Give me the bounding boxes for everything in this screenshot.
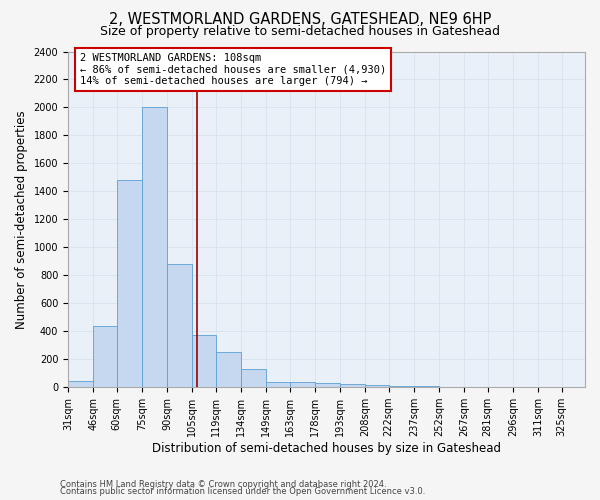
Bar (315, 383, 340, 387)
Text: Contains HM Land Registry data © Crown copyright and database right 2024.: Contains HM Land Registry data © Crown c… (60, 480, 386, 489)
Text: Size of property relative to semi-detached houses in Gateshead: Size of property relative to semi-detach… (100, 25, 500, 38)
Y-axis label: Number of semi-detached properties: Number of semi-detached properties (15, 110, 28, 328)
Bar (117, 180, 142, 387)
Bar (365, 384, 389, 387)
Bar (68, 381, 93, 387)
Bar (439, 386, 464, 387)
Bar (414, 386, 439, 387)
X-axis label: Distribution of semi-detached houses by size in Gateshead: Distribution of semi-detached houses by … (152, 442, 501, 455)
Bar (93, 326, 117, 387)
Bar (192, 335, 216, 387)
Text: 2, WESTMORLAND GARDENS, GATESHEAD, NE9 6HP: 2, WESTMORLAND GARDENS, GATESHEAD, NE9 6… (109, 12, 491, 28)
Text: 2 WESTMORLAND GARDENS: 108sqm
← 86% of semi-detached houses are smaller (4,930)
: 2 WESTMORLAND GARDENS: 108sqm ← 86% of s… (80, 53, 386, 86)
Bar (340, 384, 365, 387)
Text: Contains public sector information licensed under the Open Government Licence v3: Contains public sector information licen… (60, 487, 425, 496)
Bar (290, 382, 315, 387)
Bar (389, 386, 414, 387)
Bar (266, 382, 290, 387)
Bar (142, 108, 167, 387)
Bar (216, 352, 241, 387)
Bar (167, 264, 192, 387)
Bar (241, 369, 266, 387)
